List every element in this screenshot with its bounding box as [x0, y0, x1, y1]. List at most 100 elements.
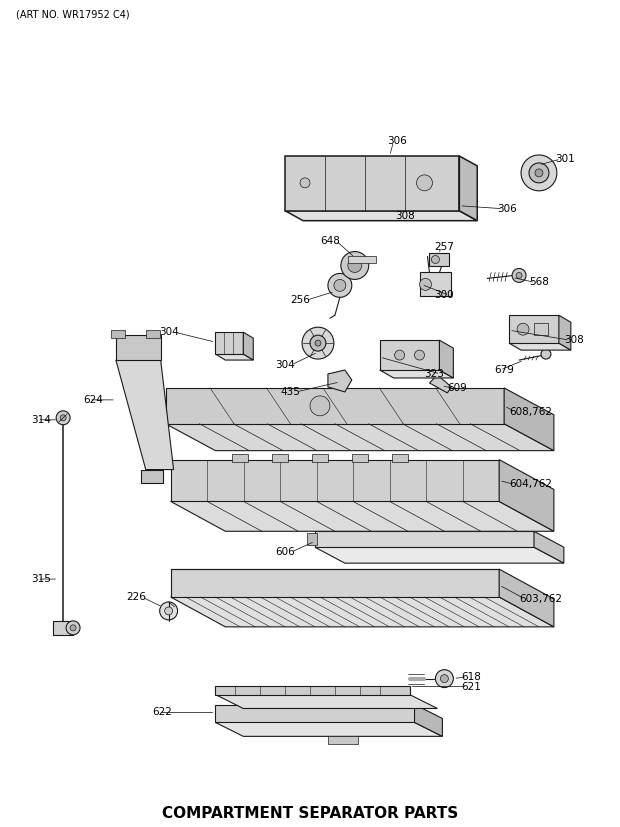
Polygon shape [170, 460, 499, 501]
Circle shape [328, 274, 352, 298]
Text: 323: 323 [425, 369, 445, 379]
Polygon shape [509, 315, 559, 343]
Polygon shape [170, 569, 499, 597]
Circle shape [440, 675, 448, 682]
Circle shape [66, 621, 80, 635]
Bar [53, 621, 73, 635]
Circle shape [341, 251, 369, 280]
Polygon shape [285, 211, 477, 221]
Polygon shape [379, 340, 440, 370]
Circle shape [302, 327, 334, 359]
Polygon shape [215, 354, 253, 360]
Text: 606: 606 [275, 547, 295, 557]
Polygon shape [379, 370, 453, 378]
Polygon shape [315, 547, 564, 563]
Polygon shape [459, 156, 477, 221]
Text: 306: 306 [497, 203, 517, 213]
Text: 314: 314 [31, 415, 51, 425]
Bar [312, 454, 328, 461]
Text: 621: 621 [461, 681, 481, 691]
Text: 304: 304 [159, 327, 179, 337]
Text: 257: 257 [435, 241, 454, 251]
Polygon shape [215, 695, 438, 709]
Circle shape [420, 279, 432, 290]
Polygon shape [328, 370, 352, 392]
Circle shape [310, 335, 326, 351]
Bar [111, 330, 125, 338]
Text: 300: 300 [434, 290, 453, 300]
Text: (ART NO. WR17952 C4): (ART NO. WR17952 C4) [16, 10, 130, 20]
Text: 308: 308 [395, 211, 415, 221]
Circle shape [517, 323, 529, 335]
Text: 679: 679 [494, 365, 514, 375]
Circle shape [56, 411, 70, 425]
Polygon shape [499, 460, 554, 531]
Polygon shape [509, 343, 571, 350]
Text: 622: 622 [153, 707, 172, 718]
Text: 604,762: 604,762 [509, 480, 552, 490]
Bar [232, 454, 248, 461]
Polygon shape [166, 423, 554, 451]
Circle shape [432, 256, 440, 264]
Polygon shape [415, 705, 443, 736]
Circle shape [160, 602, 177, 620]
Bar [430, 252, 450, 266]
Text: 568: 568 [529, 277, 549, 288]
Polygon shape [534, 531, 564, 563]
Text: 618: 618 [461, 672, 481, 681]
Circle shape [334, 280, 346, 291]
Circle shape [348, 259, 361, 272]
Circle shape [60, 415, 66, 421]
Circle shape [529, 163, 549, 183]
Circle shape [535, 169, 543, 177]
Circle shape [310, 396, 330, 416]
Polygon shape [166, 388, 504, 423]
Text: 304: 304 [275, 360, 295, 370]
Circle shape [417, 174, 432, 191]
Circle shape [315, 340, 321, 347]
Polygon shape [285, 156, 459, 211]
Text: 308: 308 [564, 335, 583, 345]
Bar [348, 256, 376, 264]
Circle shape [300, 178, 310, 188]
Bar [392, 454, 407, 461]
Text: 226: 226 [126, 592, 146, 602]
Polygon shape [328, 736, 358, 744]
Polygon shape [499, 569, 554, 627]
Bar [307, 533, 317, 545]
Text: 301: 301 [555, 154, 575, 164]
Polygon shape [116, 335, 161, 360]
Bar [146, 330, 160, 338]
Bar [352, 454, 368, 461]
Text: 306: 306 [388, 136, 407, 146]
Text: COMPARTMENT SEPARATOR PARTS: COMPARTMENT SEPARATOR PARTS [162, 806, 458, 821]
Text: 609: 609 [448, 383, 467, 393]
Circle shape [516, 272, 522, 279]
Bar [420, 272, 451, 296]
Circle shape [521, 155, 557, 191]
Circle shape [70, 625, 76, 631]
Bar [534, 323, 548, 335]
Circle shape [394, 350, 405, 360]
Circle shape [512, 269, 526, 282]
Bar [141, 470, 162, 484]
Polygon shape [243, 332, 253, 360]
Bar [272, 454, 288, 461]
Text: 624: 624 [83, 394, 103, 405]
Text: 315: 315 [31, 574, 51, 584]
Text: 648: 648 [320, 236, 340, 246]
Circle shape [415, 350, 425, 360]
Polygon shape [170, 501, 554, 531]
Polygon shape [504, 388, 554, 451]
Polygon shape [215, 332, 243, 354]
Circle shape [165, 607, 172, 615]
Polygon shape [215, 686, 410, 695]
Polygon shape [170, 597, 554, 627]
Polygon shape [440, 340, 453, 378]
Text: 608,762: 608,762 [509, 407, 552, 417]
Polygon shape [215, 705, 415, 723]
Text: 256: 256 [290, 295, 310, 305]
Polygon shape [315, 531, 534, 547]
Polygon shape [215, 723, 443, 736]
Text: 603,762: 603,762 [519, 594, 562, 604]
